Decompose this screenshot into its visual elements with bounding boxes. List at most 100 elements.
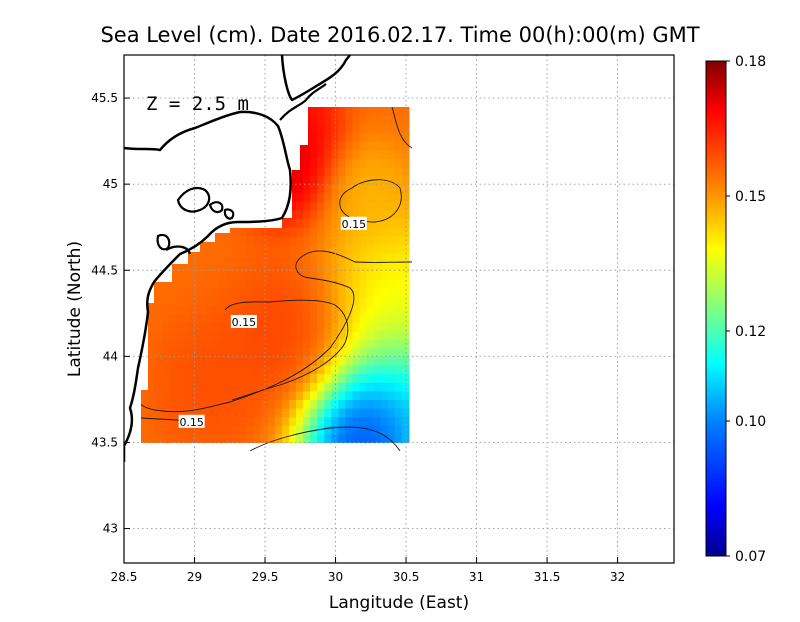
- field-cell: [324, 115, 332, 125]
- field-cell: [394, 270, 403, 280]
- field-cell: [373, 270, 382, 280]
- field-cell: [225, 253, 234, 263]
- field-cell: [296, 416, 304, 426]
- contour-label: 0.15: [342, 218, 367, 231]
- field-cell: [176, 399, 184, 409]
- field-cell: [310, 321, 318, 332]
- field-cell: [162, 296, 170, 306]
- field-cell: [183, 296, 191, 306]
- y-tick-label: 43: [103, 522, 118, 536]
- field-cell: [387, 278, 396, 289]
- field-cell: [359, 107, 368, 116]
- field-cell: [380, 244, 389, 254]
- field-cell: [359, 209, 368, 220]
- field-cell: [253, 339, 262, 349]
- field-cell: [366, 132, 375, 142]
- field-cell: [267, 287, 276, 297]
- field-cell: [394, 433, 403, 444]
- field-cell: [317, 149, 325, 159]
- field-cell: [246, 296, 255, 306]
- field-cell: [225, 382, 234, 392]
- field-cell: [310, 158, 318, 168]
- field-cell: [401, 390, 410, 401]
- field-cell: [345, 278, 354, 289]
- field-cell: [204, 390, 213, 401]
- field-cell: [260, 261, 269, 271]
- field-cell: [169, 270, 177, 280]
- field-cell: [373, 304, 382, 314]
- field-cell: [246, 304, 255, 314]
- field-cell: [366, 313, 375, 323]
- field-cell: [380, 278, 389, 289]
- field-cell: [359, 364, 368, 375]
- field-cell: [394, 192, 403, 202]
- field-cell: [211, 321, 220, 332]
- field-cell: [373, 192, 382, 202]
- field-cell: [331, 218, 339, 228]
- field-cell: [253, 399, 262, 409]
- contour-line: [391, 107, 412, 149]
- field-cell: [253, 416, 262, 426]
- field-cell: [162, 304, 170, 314]
- field-cell: [338, 132, 347, 142]
- field-cell: [331, 373, 339, 383]
- field-cell: [246, 416, 255, 426]
- field-cell: [289, 433, 297, 444]
- field-cell: [267, 425, 276, 435]
- field-cell: [204, 244, 213, 254]
- field-cell: [267, 235, 276, 246]
- y-tick-label: 43.5: [91, 435, 118, 449]
- field-cell: [232, 253, 241, 263]
- field-cell: [359, 123, 368, 134]
- field-cell: [169, 278, 177, 289]
- field-cell: [352, 287, 361, 297]
- field-cell: [324, 209, 332, 220]
- field-cell: [289, 313, 297, 323]
- field-cell: [303, 244, 311, 254]
- field-cell: [303, 425, 311, 435]
- field-cell: [338, 364, 347, 375]
- chart-title: Sea Level (cm). Date 2016.02.17. Time 00…: [100, 23, 699, 47]
- field-cell: [380, 166, 389, 177]
- field-cell: [338, 115, 347, 125]
- field-cell: [345, 347, 354, 357]
- field-cell: [218, 433, 227, 444]
- field-cell: [324, 123, 332, 134]
- field-cell: [155, 433, 163, 444]
- field-cell: [204, 253, 213, 263]
- field-cell: [366, 390, 375, 401]
- field-cell: [260, 304, 269, 314]
- field-cell: [232, 287, 241, 297]
- field-cell: [197, 433, 205, 444]
- field-cell: [303, 399, 311, 409]
- field-cell: [176, 364, 184, 375]
- field-cell: [394, 390, 403, 401]
- field-cell: [239, 278, 248, 289]
- field-cell: [296, 313, 304, 323]
- field-cell: [260, 270, 269, 280]
- field-cell: [169, 296, 177, 306]
- field-cell: [345, 227, 354, 237]
- field-cell: [303, 235, 311, 246]
- field-cell: [366, 166, 375, 177]
- field-cell: [253, 330, 262, 340]
- field-cell: [296, 244, 304, 254]
- field-cell: [317, 313, 325, 323]
- field-cell: [324, 132, 332, 142]
- field-cell: [289, 399, 297, 409]
- field-cell: [310, 313, 318, 323]
- field-cell: [253, 347, 262, 357]
- field-cell: [225, 390, 234, 401]
- field-cell: [352, 235, 361, 246]
- colorbar-tick-label: 0.10: [735, 414, 766, 430]
- field-cell: [366, 218, 375, 228]
- field-cell: [232, 416, 241, 426]
- field-cell: [345, 399, 354, 409]
- field-cell: [281, 425, 290, 435]
- field-cell: [197, 382, 205, 392]
- field-cell: [190, 304, 198, 314]
- field-cell: [162, 416, 170, 426]
- field-cell: [359, 287, 368, 297]
- field-cell: [352, 433, 361, 444]
- field-cell: [218, 244, 227, 254]
